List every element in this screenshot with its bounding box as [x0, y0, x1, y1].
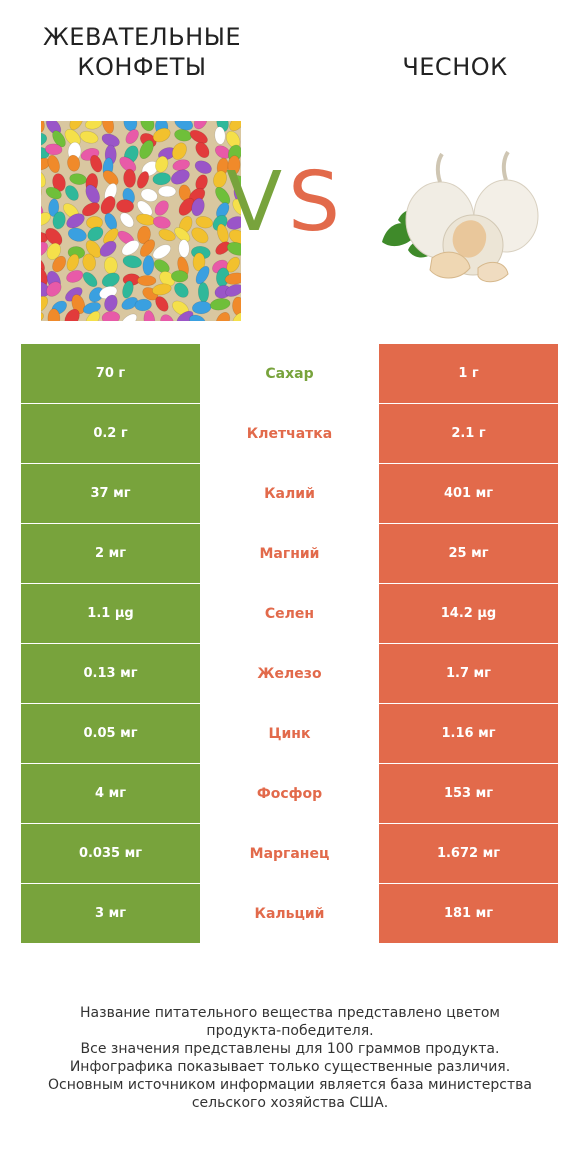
table-row: 37 мг Калий 401 мг: [21, 464, 558, 523]
left-value: 0.035 мг: [21, 824, 200, 883]
table-row: 0.035 мг Марганец 1.672 мг: [21, 824, 558, 883]
table-row: 0.13 мг Железо 1.7 мг: [21, 644, 558, 703]
left-value: 2 мг: [21, 524, 200, 583]
table-row: 3 мг Кальций 181 мг: [21, 884, 558, 943]
right-value: 401 мг: [379, 464, 558, 523]
left-product-title: ЖЕВАТЕЛЬНЫЕ КОНФЕТЫ: [42, 23, 242, 81]
footer-line: продукта-победителя.: [206, 1023, 374, 1039]
footer-line: Название питательного вещества представл…: [80, 1005, 500, 1021]
right-value: 1.16 мг: [379, 704, 558, 763]
left-value: 70 г: [21, 344, 200, 403]
footer-line: Все значения представлены для 100 граммо…: [80, 1041, 500, 1057]
table-row: 4 мг Фосфор 153 мг: [21, 764, 558, 823]
table-row: 0.2 г Клетчатка 2.1 г: [21, 404, 558, 463]
table-row: 0.05 мг Цинк 1.16 мг: [21, 704, 558, 763]
nutrient-name: Клетчатка: [200, 404, 379, 463]
garlic-image: [382, 150, 539, 283]
left-value: 0.05 мг: [21, 704, 200, 763]
right-value: 1.7 мг: [379, 644, 558, 703]
right-value: 1 г: [379, 344, 558, 403]
vs-v-letter: V: [226, 155, 283, 250]
left-value: 1.1 µg: [21, 584, 200, 643]
nutrient-name: Железо: [200, 644, 379, 703]
left-value: 3 мг: [21, 884, 200, 943]
jelly-beans-image: [41, 121, 241, 321]
right-value: 1.672 мг: [379, 824, 558, 883]
comparison-table: 70 г Сахар 1 г 0.2 г Клетчатка 2.1 г 37 мг Кали…: [21, 344, 558, 944]
right-value: 181 мг: [379, 884, 558, 943]
table-row: 1.1 µg Селен 14.2 µg: [21, 584, 558, 643]
nutrient-name: Марганец: [200, 824, 379, 883]
right-value: 153 мг: [379, 764, 558, 823]
nutrient-name: Фосфор: [200, 764, 379, 823]
nutrient-name: Цинк: [200, 704, 379, 763]
footer-line: сельского хозяйства США.: [191, 1095, 389, 1111]
nutrient-name: Калий: [200, 464, 379, 523]
nutrient-name: Кальций: [200, 884, 379, 943]
left-value: 37 мг: [21, 464, 200, 523]
right-value: 25 мг: [379, 524, 558, 583]
left-value: 0.13 мг: [21, 644, 200, 703]
left-value: 4 мг: [21, 764, 200, 823]
right-value: 2.1 г: [379, 404, 558, 463]
right-product-title: ЧЕСНОК: [402, 53, 508, 81]
left-value: 0.2 г: [21, 404, 200, 463]
nutrient-name: Магний: [200, 524, 379, 583]
right-value: 14.2 µg: [379, 584, 558, 643]
table-row: 70 г Сахар 1 г: [21, 344, 558, 403]
vs-s-letter: S: [288, 155, 341, 250]
footer-line: Инфографика показывает только существенн…: [69, 1059, 511, 1075]
table-row: 2 мг Магний 25 мг: [21, 524, 558, 583]
nutrient-name: Сахар: [200, 344, 379, 403]
footer-line: Основным источником информации является …: [48, 1077, 532, 1093]
nutrient-name: Селен: [200, 584, 379, 643]
footer-notes: Название питательного вещества представл…: [30, 1004, 550, 1112]
